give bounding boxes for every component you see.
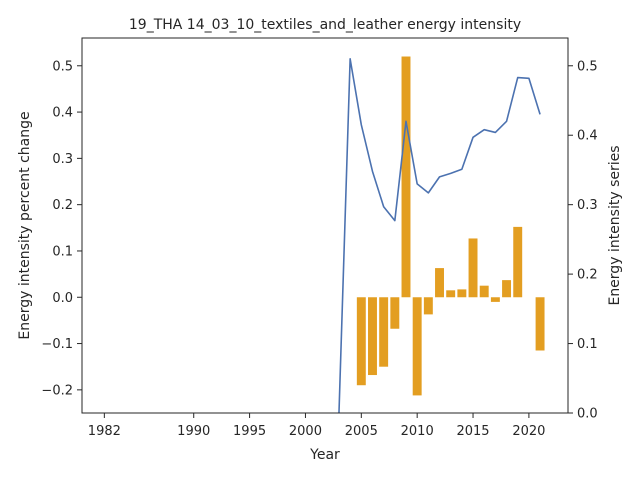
bar (401, 56, 411, 298)
bar (513, 226, 523, 298)
bar (435, 268, 444, 298)
x-tick-label: 1990 (177, 424, 210, 439)
x-tick-label: 2000 (289, 424, 322, 439)
bar (479, 285, 489, 298)
x-tick-label: 1995 (233, 424, 266, 439)
y-left-tick-label: 0.5 (52, 59, 73, 74)
bar (390, 297, 400, 329)
y-right-tick-label: 0.0 (577, 407, 598, 422)
y-left-tick-label: 0.1 (52, 244, 73, 259)
y-right-tick-label: 0.4 (577, 129, 598, 144)
y-axis-left-label: Energy intensity percent change (17, 111, 33, 339)
bar (368, 297, 377, 376)
bar (490, 297, 500, 302)
y-axis-right-label: Energy intensity series (607, 145, 623, 305)
x-tick-label: 2010 (401, 424, 434, 439)
bar (356, 297, 366, 386)
x-tick-label: 2015 (456, 424, 489, 439)
x-axis-label: Year (309, 447, 340, 463)
y-left-tick-label: 0.0 (52, 291, 73, 306)
x-tick-label: 1982 (88, 424, 121, 439)
bar (468, 238, 478, 298)
bar-series (356, 56, 545, 396)
bar (535, 297, 545, 351)
y-right-tick-label: 0.5 (577, 59, 598, 74)
y-axis-right: 0.0 0.1 0.2 0.3 0.4 0.5 (568, 59, 598, 422)
bar (379, 297, 389, 367)
x-axis: 1982 1990 1995 2000 2005 2010 2015 2020 (88, 413, 545, 439)
x-tick-label: 2020 (512, 424, 545, 439)
y-right-tick-label: 0.1 (577, 337, 598, 352)
bar (502, 280, 512, 298)
chart-title: 19_THA 14_03_10_textiles_and_leather ene… (129, 17, 521, 33)
series-line (338, 58, 541, 413)
y-left-tick-label: −0.1 (41, 337, 73, 352)
y-left-tick-label: −0.2 (41, 383, 73, 398)
bar (412, 297, 422, 396)
y-left-tick-label: 0.4 (52, 106, 73, 121)
bar (446, 290, 456, 298)
plot-frame (81, 37, 569, 414)
y-axis-left: −0.2 −0.1 0.0 0.1 0.2 0.3 0.4 0.5 (41, 59, 82, 398)
y-left-tick-label: 0.3 (52, 152, 73, 167)
line-series (338, 58, 541, 413)
y-right-tick-label: 0.2 (577, 268, 598, 283)
y-left-tick-label: 0.2 (52, 198, 73, 213)
bar (457, 289, 467, 298)
x-tick-label: 2005 (345, 424, 378, 439)
y-right-tick-label: 0.3 (577, 198, 598, 213)
bar (423, 297, 433, 315)
